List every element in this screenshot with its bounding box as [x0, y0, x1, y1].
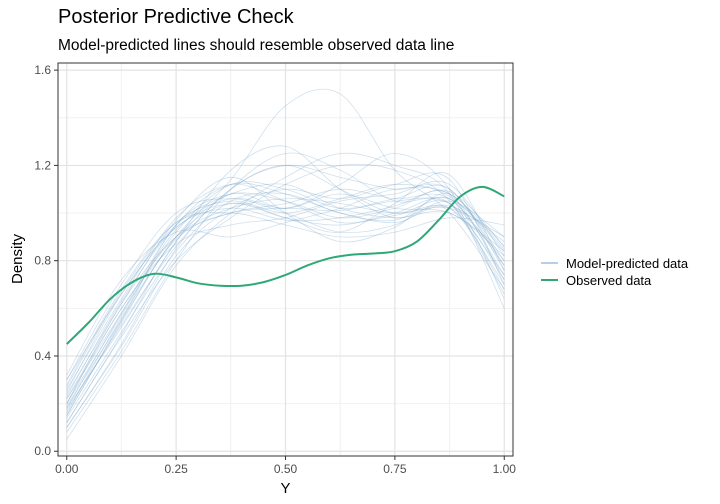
y-axis: 0.0 0.4 0.8 1.2 1.6 — [34, 63, 58, 458]
y-tick-label: 1.2 — [34, 158, 51, 172]
x-tick-label: 1.00 — [493, 462, 517, 476]
observed-line-group — [66, 185, 505, 345]
x-tick-label: 0.50 — [274, 462, 298, 476]
observed-density-line — [66, 185, 505, 345]
predicted-density-line — [66, 198, 505, 400]
x-tick-label: 0.75 — [383, 462, 407, 476]
x-tick-label: 0.25 — [164, 462, 188, 476]
predicted-density-line — [66, 165, 505, 411]
predicted-density-line — [66, 145, 505, 409]
predicted-density-line — [66, 163, 505, 423]
predicted-density-line — [66, 152, 505, 440]
chart-subtitle: Model-predicted lines should resemble ob… — [58, 37, 455, 54]
predicted-density-line — [66, 190, 505, 416]
predicted-density-line — [66, 197, 505, 404]
predicted-density-line — [66, 186, 505, 376]
predicted-density-line — [66, 152, 505, 433]
predicted-density-line — [66, 172, 505, 428]
predicted-density-line — [66, 188, 505, 407]
predicted-density-line — [66, 192, 505, 419]
predicted-density-line — [66, 153, 505, 423]
major-gridlines — [58, 63, 513, 456]
predicted-density-line — [66, 88, 505, 414]
predicted-density-line — [66, 189, 505, 397]
predicted-density-line — [66, 176, 505, 395]
y-tick-label: 0.0 — [34, 444, 51, 458]
y-tick-label: 1.6 — [34, 63, 51, 77]
predicted-density-line — [66, 182, 505, 409]
chart-title: Posterior Predictive Check — [58, 6, 294, 28]
y-tick-label: 0.4 — [34, 349, 51, 363]
predicted-density-line — [66, 197, 505, 392]
predicted-density-line — [66, 164, 505, 428]
legend-label-predicted: Model-predicted data — [566, 256, 689, 271]
predicted-density-line — [66, 193, 505, 404]
predicted-density-line — [66, 183, 505, 380]
legend-label-observed: Observed data — [566, 273, 652, 288]
y-axis-title: Density — [9, 233, 26, 284]
predicted-density-line — [66, 180, 505, 404]
legend: Model-predicted data Observed data — [541, 256, 689, 288]
x-axis: 0.00 0.25 0.50 0.75 1.00 — [55, 456, 516, 476]
predicted-density-line — [66, 198, 505, 380]
y-tick-label: 0.8 — [34, 254, 51, 268]
x-axis-title: Y — [280, 480, 290, 497]
predicted-density-line — [66, 181, 505, 400]
predicted-density-line — [66, 183, 505, 390]
x-tick-label: 0.00 — [55, 462, 79, 476]
predicted-density-line — [66, 172, 505, 416]
